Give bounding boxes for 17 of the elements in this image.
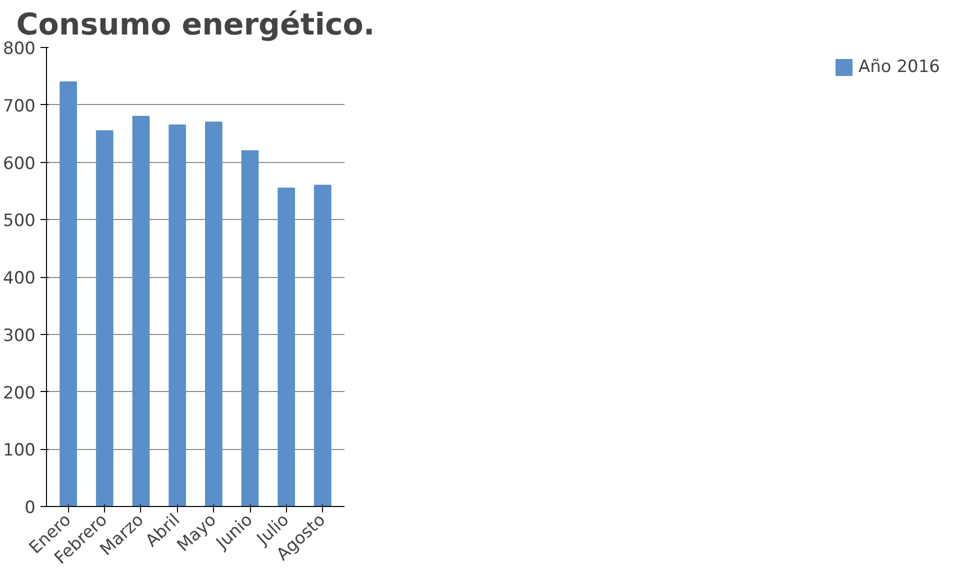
y-tick-label: 500 — [3, 211, 36, 232]
y-tick-label: 300 — [3, 326, 36, 346]
y-tick-label: 700 — [3, 96, 36, 116]
bar — [96, 130, 114, 506]
bar — [204, 122, 222, 506]
y-tick-label: 100 — [3, 440, 36, 461]
y-tick-label: 400 — [3, 268, 36, 288]
y-tick-label: 0 — [24, 498, 36, 518]
y-tick-label: 600 — [3, 154, 36, 174]
bar — [168, 124, 186, 506]
bar — [314, 184, 332, 506]
bar — [132, 116, 150, 506]
bar — [241, 150, 259, 506]
bar — [60, 81, 77, 506]
bar — [278, 188, 296, 506]
legend-label: Año 2016 — [858, 57, 940, 77]
y-tick-label: 200 — [3, 383, 36, 404]
